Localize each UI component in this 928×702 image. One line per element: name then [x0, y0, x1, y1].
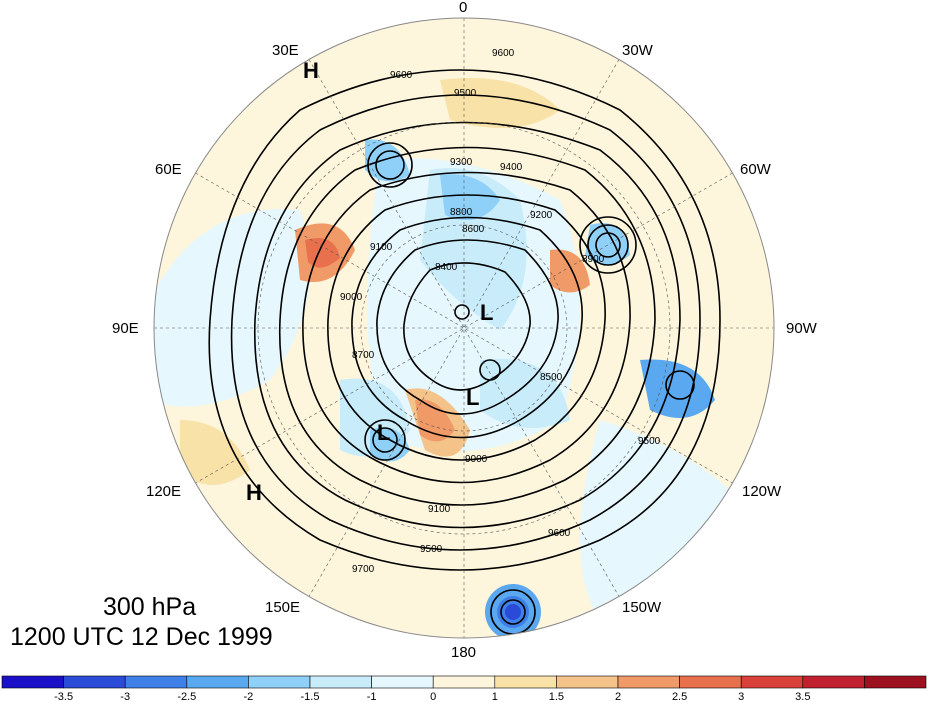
colorbar-label: -3 — [120, 691, 130, 702]
colorbar-label: 1 — [492, 691, 498, 702]
longitude-label: 120W — [742, 483, 782, 500]
colorbar-swatch — [740, 675, 804, 689]
longitude-label: 60E — [155, 161, 182, 178]
contour-label: 9400 — [500, 162, 523, 173]
colorbar-label: 1.5 — [549, 691, 564, 702]
colorbar-swatch — [556, 675, 619, 689]
colorbar-swatch — [63, 675, 126, 689]
colorbar-label: 3 — [738, 691, 744, 702]
contour-label: 8800 — [450, 207, 473, 218]
colorbar-label: -3.5 — [54, 691, 73, 702]
colorbar-swatch — [617, 675, 680, 689]
level-title: 300 hPa — [103, 593, 197, 621]
contour-label: 9000 — [340, 292, 363, 303]
colorbar-swatch — [494, 675, 557, 689]
low-center: L — [480, 300, 493, 325]
colorbar-label: -2.5 — [177, 691, 196, 702]
colorbar-swatch — [1, 675, 64, 689]
colorbar-label: 2 — [615, 691, 621, 702]
colorbar-swatch — [864, 675, 927, 689]
colorbar-label: 3.5 — [795, 691, 810, 702]
longitude-labels: 0 30W 60W 90W 120W 150W 180 150E 120E 90… — [112, 0, 818, 661]
contour-label: 8900 — [582, 254, 605, 265]
low-center: L — [377, 420, 390, 445]
contour-label: 9000 — [465, 454, 488, 465]
high-center: H — [303, 58, 319, 83]
contour-label: 9200 — [530, 210, 553, 221]
contour-label: 8600 — [462, 224, 485, 235]
colorbar-swatch — [186, 675, 249, 689]
longitude-label: 90E — [112, 320, 139, 337]
contour-label: 8500 — [540, 372, 563, 383]
low-center: L — [466, 385, 479, 410]
longitude-label: 150W — [622, 599, 662, 616]
contour-label: 9100 — [428, 504, 451, 515]
longitude-label: 120E — [146, 483, 181, 500]
colorbar-label: 0 — [430, 691, 436, 702]
colorbar-swatch — [371, 675, 434, 689]
colorbar-label: 2.5 — [672, 691, 687, 702]
time-title: 1200 UTC 12 Dec 1999 — [10, 623, 273, 651]
colorbar-swatch — [124, 675, 188, 689]
colorbar-swatch — [679, 675, 742, 689]
colorbar-swatch — [309, 675, 372, 689]
contour-label: 9500 — [420, 544, 443, 555]
colorbar-label: -1.5 — [301, 691, 320, 702]
longitude-label: 30E — [272, 42, 299, 59]
colorbar: -3.5 -3 -2.5 -2 -1.5 -1 0 1 1.5 2 2.5 3 3.5 — [1, 675, 927, 702]
contour-label: 8400 — [435, 262, 458, 273]
height-contours — [208, 69, 721, 635]
longitude-label: 150E — [265, 599, 300, 616]
contour-label: 9600 — [390, 70, 413, 81]
longitude-label: 30W — [622, 42, 654, 59]
contour-label: 9600 — [548, 528, 571, 539]
contour-label: 9100 — [370, 242, 393, 253]
contour-label: 8700 — [352, 350, 375, 361]
longitude-label: 0 — [459, 0, 467, 16]
map-boundary — [153, 17, 775, 639]
contour-label: 9600 — [492, 48, 515, 59]
graticule — [154, 18, 774, 638]
contour-label: 9300 — [450, 157, 473, 168]
high-center: H — [246, 480, 262, 505]
map-disk — [154, 18, 774, 638]
longitude-label: 90W — [786, 320, 818, 337]
contour-label: 9500 — [638, 436, 661, 447]
longitude-label: 60W — [740, 161, 772, 178]
colorbar-swatch — [248, 675, 311, 689]
contour-label: 9700 — [352, 564, 375, 575]
colorbar-label: -1 — [367, 691, 377, 702]
contour-labels: 9600 9500 9400 9300 9200 9100 9000 8900 … — [340, 48, 661, 575]
contour-label: 9500 — [454, 88, 477, 99]
pressure-centers: H H L L L — [246, 58, 493, 505]
colorbar-label: -2 — [244, 691, 254, 702]
colorbar-swatch — [802, 675, 865, 689]
longitude-label: 180 — [451, 644, 476, 661]
colorbar-swatch — [432, 675, 496, 689]
